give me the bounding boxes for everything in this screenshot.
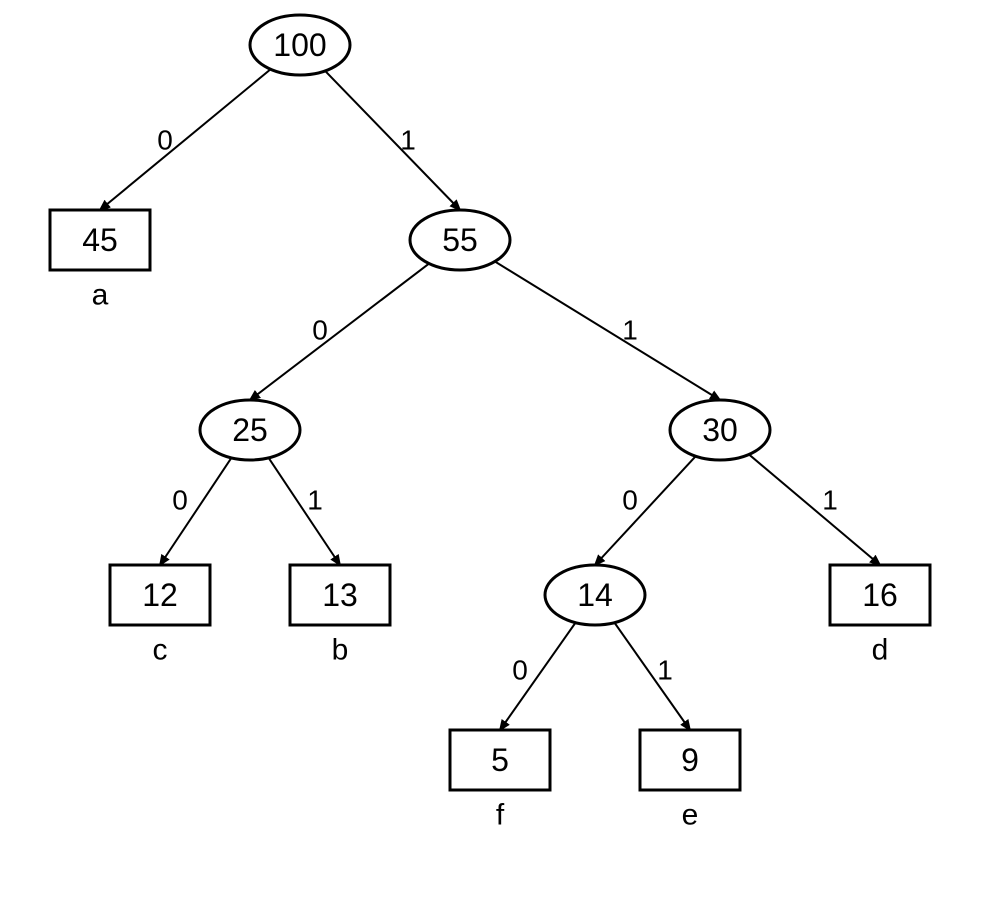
leaf-label: b: [332, 634, 349, 667]
node-value: 45: [82, 222, 118, 258]
node-value: 100: [273, 27, 326, 63]
leaf-label: a: [92, 279, 109, 312]
tree-edge: [495, 261, 720, 400]
tree-edge: [250, 264, 429, 400]
edge-label: 1: [307, 485, 323, 516]
edge-label: 0: [512, 655, 528, 686]
edge-label: 1: [622, 315, 638, 346]
node-value: 55: [442, 222, 478, 258]
tree-edge: [325, 71, 460, 210]
leaf-label: f: [496, 799, 505, 832]
tree-edge: [595, 456, 696, 565]
node-value: 12: [142, 577, 178, 613]
edge-label: 1: [657, 655, 673, 686]
tree-edge: [749, 454, 880, 565]
edge-label: 0: [622, 485, 638, 516]
node-value: 30: [702, 412, 738, 448]
node-value: 25: [232, 412, 268, 448]
node-value: 14: [577, 577, 613, 613]
edge-label: 1: [400, 125, 416, 156]
leaf-label: e: [682, 799, 699, 832]
tree-edge: [160, 458, 231, 565]
tree-diagram: 100 45 55 25 30 12 13 14 16 5 9 0 1 0 1 0 1 0 1 0 1 a c b d f e: [0, 0, 1000, 898]
node-value: 9: [681, 742, 699, 778]
edge-label: 1: [822, 485, 838, 516]
tree-edge: [100, 69, 271, 210]
leaf-label: d: [872, 634, 889, 667]
edge-label: 0: [157, 125, 173, 156]
node-value: 16: [862, 577, 898, 613]
edge-label: 0: [312, 315, 328, 346]
tree-edge: [269, 458, 340, 565]
node-value: 13: [322, 577, 358, 613]
tree-edge: [614, 623, 690, 730]
node-value: 5: [491, 742, 509, 778]
leaf-label: c: [153, 634, 168, 667]
edge-label: 0: [172, 485, 188, 516]
